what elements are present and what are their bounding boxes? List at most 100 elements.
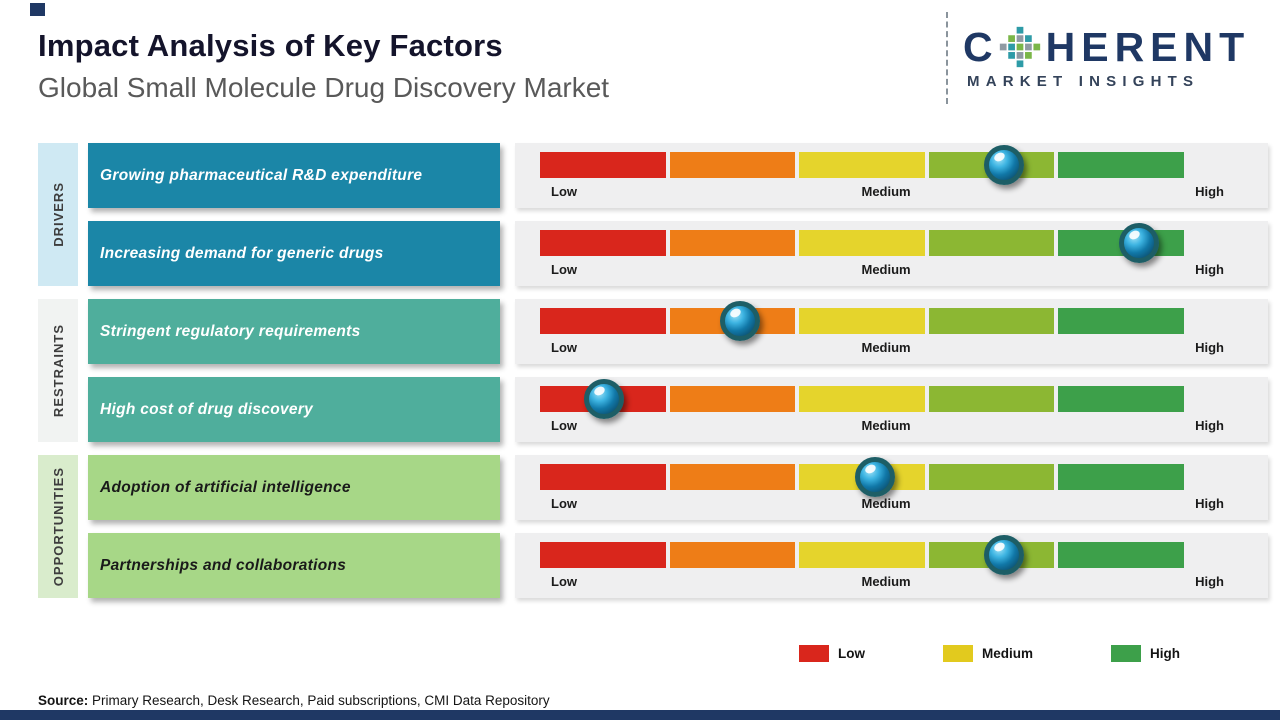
scale-medium-label: Medium: [861, 262, 911, 277]
gauge-scale-labels: Low Medium High: [551, 340, 1224, 355]
legend-label: Low: [837, 646, 865, 661]
legend-swatch: [1111, 645, 1141, 662]
group-label: OPPORTUNITIES: [50, 466, 66, 587]
legend-swatch: [942, 645, 973, 662]
corner-accent: [30, 3, 45, 16]
impact-gauge: Low Medium High: [515, 533, 1268, 598]
factor-row: Adoption of artificial intelligence Low …: [88, 455, 1268, 520]
impact-gauge: Low Medium High: [515, 143, 1268, 208]
group-label: DRIVERS: [50, 182, 66, 247]
gauge-scale-labels: Low Medium High: [551, 574, 1224, 589]
gauge-bar: [540, 457, 1184, 497]
source-label: Source:: [38, 693, 89, 708]
gauge-segment: [799, 386, 925, 412]
logo-diamond-icon: [999, 26, 1040, 68]
scale-low-label: Low: [551, 262, 577, 277]
gauge-segment: [669, 152, 796, 178]
scale-low-label: Low: [551, 418, 577, 433]
group-label: RESTRAINTS: [50, 323, 66, 418]
factor-row: Stringent regulatory requirements Low Me…: [88, 299, 1268, 364]
gauge-segment: [928, 464, 1055, 490]
gauge-segment: [799, 152, 925, 178]
gauge-marker-icon: [854, 457, 895, 497]
gauge-marker-icon: [983, 145, 1024, 185]
scale-medium-label: Medium: [861, 496, 911, 511]
factor-label: Partnerships and collaborations: [100, 556, 347, 574]
scale-medium-label: Medium: [861, 184, 911, 199]
gauge-segment: [928, 386, 1055, 412]
group-label-cell: OPPORTUNITIES: [38, 455, 78, 598]
gauge-segment: [540, 542, 666, 568]
legend-item: Medium: [942, 645, 1033, 662]
scale-high-label: High: [1195, 574, 1224, 589]
factor-label: Stringent regulatory requirements: [100, 322, 361, 340]
gauge-segment: [540, 230, 666, 256]
factor-box: High cost of drug discovery: [88, 377, 500, 442]
factor-row: Growing pharmaceutical R&D expenditure L…: [88, 143, 1268, 208]
gauge-segment: [1058, 152, 1184, 178]
scale-medium-label: Medium: [861, 418, 911, 433]
gauge-scale-labels: Low Medium High: [551, 262, 1224, 277]
gauge-segment: [799, 308, 925, 334]
logo-letter-c: C: [963, 23, 999, 70]
scale-low-label: Low: [551, 184, 577, 199]
page-title: Impact Analysis of Key Factors: [38, 28, 503, 63]
gauge-segment: [540, 152, 666, 178]
factor-group: RESTRAINTS Stringent regulatory requirem…: [38, 299, 1268, 442]
source-line: Source: Primary Research, Desk Research,…: [38, 693, 550, 708]
factor-box: Adoption of artificial intelligence: [88, 455, 500, 520]
company-logo: C HERENT MARKET INSIGHTS: [963, 26, 1250, 90]
scale-high-label: High: [1195, 418, 1224, 433]
factor-box: Stringent regulatory requirements: [88, 299, 500, 364]
gauge-segment: [669, 542, 796, 568]
gauge-bar: [540, 301, 1184, 341]
gauge-marker-icon: [584, 379, 625, 419]
page-subtitle: Global Small Molecule Drug Discovery Mar…: [38, 72, 610, 103]
scale-medium-label: Medium: [861, 340, 911, 355]
gauge-segment: [1058, 464, 1184, 490]
scale-high-label: High: [1195, 496, 1224, 511]
scale-high-label: High: [1195, 184, 1224, 199]
impact-gauge: Low Medium High: [515, 299, 1268, 364]
bottom-bar: [0, 710, 1280, 720]
scale-low-label: Low: [551, 496, 577, 511]
gauge-segment: [540, 464, 666, 490]
impact-gauge: Low Medium High: [515, 455, 1268, 520]
group-rows: Growing pharmaceutical R&D expenditure L…: [88, 143, 1268, 286]
gauge-bar: [540, 145, 1184, 185]
factor-row: Partnerships and collaborations Low Medi…: [88, 533, 1268, 598]
legend: Low Medium High: [798, 645, 1180, 662]
group-label-cell: RESTRAINTS: [38, 299, 78, 442]
scale-low-label: Low: [551, 340, 577, 355]
gauge-bar: [540, 223, 1184, 263]
group-rows: Stringent regulatory requirements Low Me…: [88, 299, 1268, 442]
scale-high-label: High: [1195, 340, 1224, 355]
legend-swatch: [798, 645, 829, 662]
gauge-marker-icon: [719, 301, 760, 341]
factor-label: Growing pharmaceutical R&D expenditure: [100, 166, 423, 184]
legend-item: Low: [798, 645, 865, 662]
gauge-segment: [669, 230, 796, 256]
legend-label: Medium: [981, 646, 1033, 661]
legend-item: High: [1111, 645, 1180, 662]
gauge-scale-labels: Low Medium High: [551, 496, 1224, 511]
factor-group: DRIVERS Growing pharmaceutical R&D expen…: [38, 143, 1268, 286]
gauge-segment: [1058, 542, 1184, 568]
factor-row: High cost of drug discovery Low Medium H…: [88, 377, 1268, 442]
scale-high-label: High: [1195, 262, 1224, 277]
gauge-segment: [669, 464, 796, 490]
gauge-marker-icon: [983, 535, 1024, 575]
factor-label: Adoption of artificial intelligence: [100, 478, 351, 496]
gauge-segment: [799, 230, 925, 256]
scale-low-label: Low: [551, 574, 577, 589]
factor-groups: DRIVERS Growing pharmaceutical R&D expen…: [38, 143, 1268, 598]
factor-group: OPPORTUNITIES Adoption of artificial int…: [38, 455, 1268, 598]
gauge-bar: [540, 535, 1184, 575]
factor-row: Increasing demand for generic drugs Low …: [88, 221, 1268, 286]
gauge-marker-icon: [1118, 223, 1159, 263]
source-text: Primary Research, Desk Research, Paid su…: [88, 693, 550, 708]
factor-box: Increasing demand for generic drugs: [88, 221, 500, 286]
scale-medium-label: Medium: [861, 574, 911, 589]
factor-box: Partnerships and collaborations: [88, 533, 500, 598]
